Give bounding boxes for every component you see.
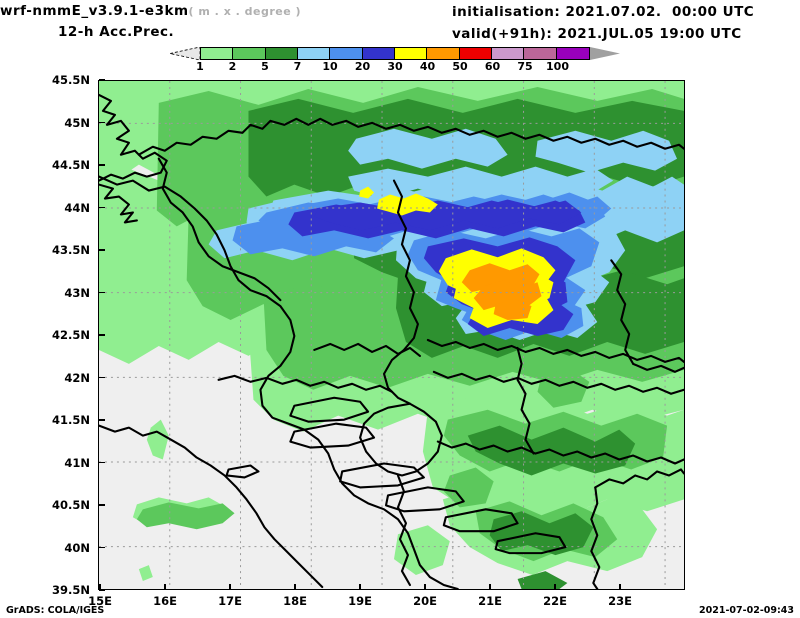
colorbar-tick-75: 75 [517,60,533,73]
model-name: wrf-nmmE_v3.9.1-e3km [0,3,189,19]
model-title: wrf-nmmE_v3.9.1-e3km( m . x . degree ) [0,3,301,19]
y-axis-label-42.5N: 42.5N [52,328,90,342]
render-timestamp: 2021-07-02-09:43 [699,605,794,616]
y-axis-tick [99,589,105,591]
y-axis-tick [99,79,105,81]
colorbar-tick-10: 10 [322,60,338,73]
y-axis-label-43.5N: 43.5N [52,243,90,257]
valid-time: valid(+91h): 2021.JUL.05 19:00 UTC [452,26,742,42]
x-axis-label-15E: 15E [88,594,112,608]
x-axis-tick [229,584,231,590]
y-axis-tick [99,249,105,251]
model-dimensions: ( m . x . degree ) [188,5,302,18]
colorbar-cell-7 [297,48,331,59]
colorbar-tick-5: 5 [261,60,269,73]
x-axis-label-17E: 17E [218,594,242,608]
y-axis-tick [99,291,105,294]
x-axis-label-23E: 23E [608,594,632,608]
colorbar: 1 2 5 7 10 20 30 40 50 60 75 100 [170,47,620,73]
colorbar-tick-100: 100 [546,60,569,73]
precipitation-map [99,81,684,589]
y-axis-tick [99,206,105,209]
colorbar-cell-20 [362,48,395,59]
x-axis-label-21E: 21E [478,594,502,608]
colorbar-cell-50 [459,48,492,59]
y-axis-label-45N: 45N [64,115,90,130]
y-axis-tick [99,461,105,464]
y-axis-label-40.5N: 40.5N [52,498,90,512]
y-axis-label-45.5N: 45.5N [52,73,90,87]
x-axis-tick [164,584,166,590]
colorbar-over-arrow [590,47,620,60]
x-axis-label-16E: 16E [153,594,177,608]
y-axis-tick [99,121,105,124]
x-axis-label-20E: 20E [413,594,437,608]
x-axis-tick [489,584,491,590]
coastlines-and-borders [99,93,684,589]
colorbar-cell-100 [556,48,589,59]
x-axis-label-19E: 19E [348,594,372,608]
colorbar-cell-60 [491,48,525,59]
colorbar-strip [200,47,590,60]
x-axis-tick [359,584,361,590]
colorbar-under-arrow [170,47,200,60]
y-axis-label-40N: 40N [64,540,90,555]
colorbar-tick-7: 7 [293,60,302,73]
colorbar-cell-10 [330,48,363,59]
colorbar-cell-75 [524,48,557,59]
y-axis-tick [99,546,105,549]
colorbar-tick-50: 50 [452,60,468,73]
y-axis-label-39.5N: 39.5N [52,583,90,597]
y-axis-tick [99,504,105,506]
colorbar-cell-40 [427,48,460,59]
colorbar-tick-1: 1 [196,60,204,73]
y-axis-label-44N: 44N [64,200,90,215]
grads-credit: GrADS: COLA/IGES [6,605,105,616]
x-axis-tick [619,584,621,590]
precip-core-band [208,128,684,340]
x-axis-label-22E: 22E [543,594,567,608]
y-axis-tick [99,376,105,379]
y-axis-tick [99,164,105,166]
x-axis-tick [294,584,296,590]
y-axis-label-42N: 42N [64,370,90,385]
colorbar-cell-1 [201,48,234,59]
x-axis-tick [424,584,426,590]
y-axis-label-43N: 43N [64,285,90,300]
colorbar-tick-2: 2 [228,60,237,73]
colorbar-tick-30: 30 [387,60,403,73]
colorbar-cell-2 [233,48,266,59]
colorbar-cell-5 [265,48,298,59]
colorbar-tick-40: 40 [419,60,436,73]
y-axis-tick [99,334,105,336]
field-title: 12-h Acc.Prec. [58,24,175,40]
y-axis-tick [99,419,105,421]
x-axis-tick [99,584,101,590]
map-gridlines [99,81,684,589]
initialisation-time: initialisation: 2021.07.02. 00:00 UTC [452,4,755,20]
y-axis-label-44.5N: 44.5N [52,158,90,172]
x-axis-tick [554,584,556,590]
y-axis-label-41.5N: 41.5N [52,413,90,427]
colorbar-cell-30 [394,48,428,59]
map-plot-area [98,80,685,590]
colorbar-tick-60: 60 [484,60,501,73]
y-axis-label-41N: 41N [64,455,90,470]
colorbar-tick-20: 20 [354,60,371,73]
x-axis-label-18E: 18E [283,594,307,608]
